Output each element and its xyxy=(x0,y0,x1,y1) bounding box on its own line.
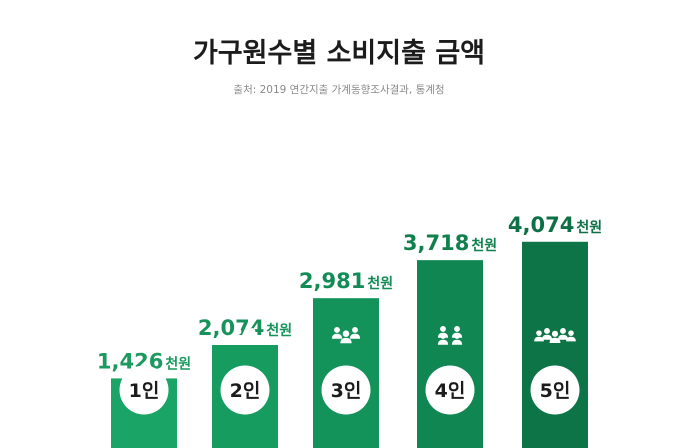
value-label-5: 4,074 천원 xyxy=(508,213,602,237)
category-label-2: 2인 xyxy=(230,380,261,402)
category-label-5: 5인 xyxy=(540,380,571,402)
category-badge-1: 1인 xyxy=(119,365,169,415)
bar-5 xyxy=(522,241,588,448)
category-label-1: 1인 xyxy=(129,380,160,402)
category-badge-3: 3인 xyxy=(321,365,371,415)
household-members-icon xyxy=(232,328,258,342)
bar-4 xyxy=(417,260,483,448)
category-badge-4: 4인 xyxy=(425,365,475,415)
household-members-icon xyxy=(331,327,361,344)
value-label-3: 2,981 천원 xyxy=(299,269,393,293)
household-members-icon xyxy=(534,328,576,343)
category-label-4: 4인 xyxy=(435,380,466,402)
category-badge-2: 2인 xyxy=(220,365,270,415)
category-label-3: 3인 xyxy=(331,380,362,402)
household-members-icon xyxy=(437,326,463,345)
value-label-4: 3,718 천원 xyxy=(403,231,497,255)
chart-source: 출처: 2019 연간지출 가계동향조사결과, 통계청 xyxy=(233,84,444,96)
value-label-2: 2,074 천원 xyxy=(198,316,292,340)
chart-title: 가구원수별 소비지출 금액 xyxy=(193,38,485,69)
household-members-icon xyxy=(138,328,150,342)
category-badge-5: 5인 xyxy=(530,365,580,415)
